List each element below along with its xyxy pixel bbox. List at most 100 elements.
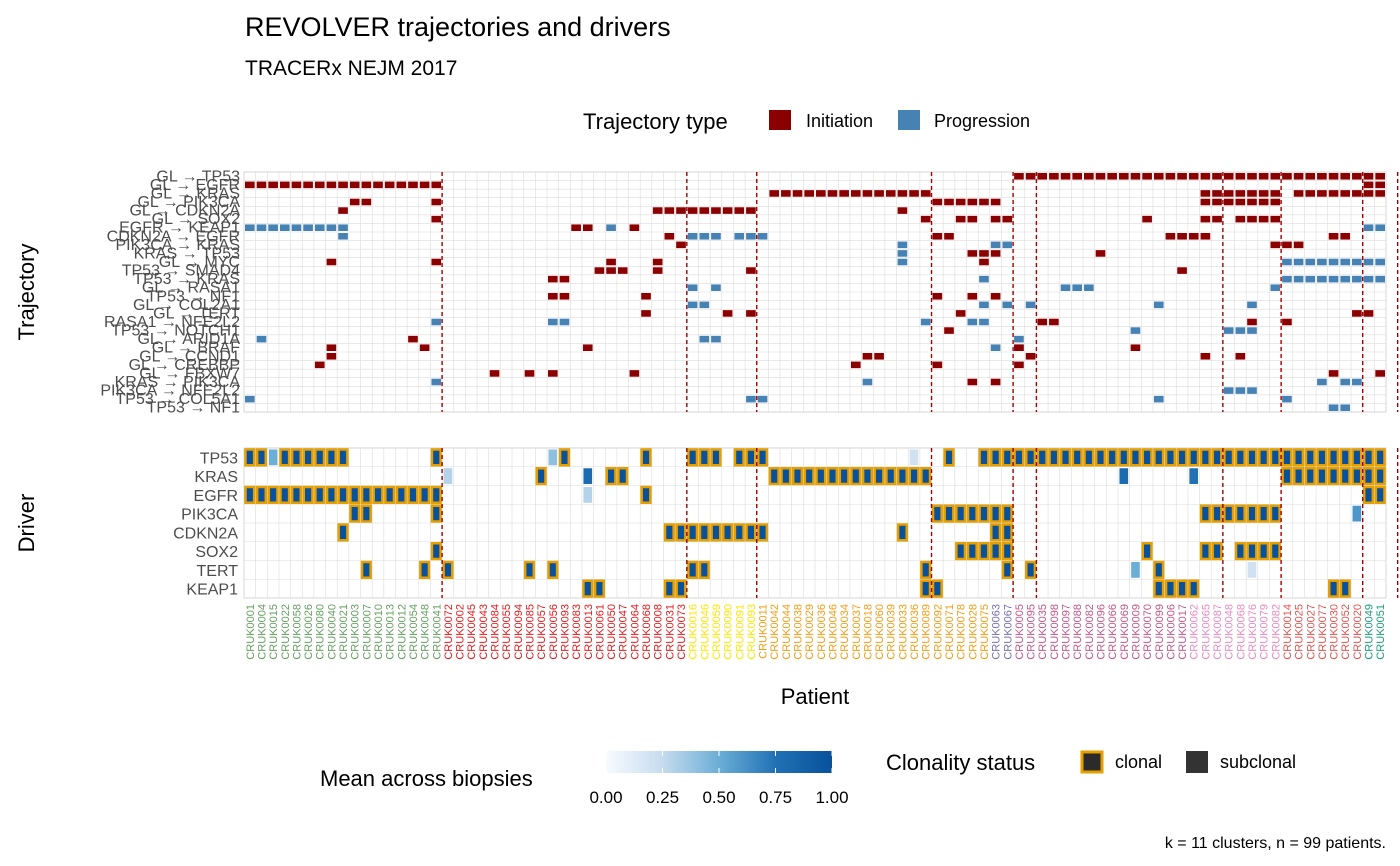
trajectory-cell (1212, 215, 1222, 223)
patient-label: CRUK0028 (967, 604, 979, 660)
patient-label: CRUK0047 (618, 604, 630, 660)
driver-cell-clonal (1351, 448, 1363, 467)
trajectory-cell (606, 224, 616, 231)
patient-label: CRUK0073 (676, 604, 688, 660)
trajectory-cell (1375, 275, 1385, 283)
patient-label: CRUK0075 (979, 604, 991, 660)
trajectory-cell (1328, 275, 1339, 283)
trajectory-cell (256, 224, 267, 231)
trajectory-cell (1235, 190, 1246, 197)
trajectory-cell (699, 301, 710, 309)
driver-cell-clonal (640, 485, 652, 504)
trajectory-cell (338, 181, 348, 189)
trajectory-cell (897, 258, 908, 266)
trajectory-cell (326, 344, 337, 351)
driver-cell-clonal (325, 485, 337, 504)
patient-label: CRUK0045 (466, 604, 478, 660)
trajectory-cell (1282, 173, 1292, 180)
trajectory-cell (699, 233, 710, 240)
driver-cell-clonal (1001, 560, 1013, 579)
patient-label: CRUK0059 (711, 604, 723, 660)
patient-label: CRUK0044 (781, 604, 793, 660)
driver-cell-clonal (1269, 448, 1281, 467)
driver-cell-subclonal (1247, 562, 1257, 578)
trajectory-cell (431, 215, 442, 223)
patient-label: CRUK0020 (1352, 604, 1364, 660)
trajectory-cell (1328, 173, 1339, 180)
trajectory-cell (606, 258, 616, 266)
trajectory-cell (781, 190, 791, 197)
trajectory-cell (874, 190, 884, 197)
patient-label: CRUK0013 (385, 604, 397, 660)
trajectory-cell (920, 318, 931, 326)
patient-label: CRUK0046 (699, 604, 711, 660)
trajectory-cell (1258, 173, 1269, 180)
driver-cell-clonal (1374, 485, 1386, 504)
driver-cell-clonal (733, 448, 745, 467)
trajectory-cell (1212, 190, 1222, 197)
patient-label: CRUK0039 (886, 604, 898, 660)
driver-cell-clonal (1071, 448, 1083, 467)
driver-cell-clonal (325, 448, 337, 467)
driver-cell-clonal (442, 560, 454, 579)
clonality-legend-title: Clonality status (886, 750, 1035, 775)
trajectory-cell (967, 250, 978, 257)
trajectory-cell (932, 198, 943, 206)
driver-cell-clonal (1374, 467, 1386, 486)
trajectory-label: TP53 → KRAS (133, 271, 240, 288)
trajectory-label: CDKN2A → EGFR (107, 228, 240, 245)
trajectory-cell (431, 378, 442, 386)
patient-label: CRUK0066 (1107, 604, 1119, 660)
driver-cell-clonal (244, 485, 256, 504)
patient-label: CRUK0051 (1375, 604, 1387, 660)
trajectory-cell (1375, 181, 1385, 189)
trajectory-cell (373, 181, 383, 189)
colorbar-legend: Mean across biopsies 0.00 0.25 0.50 0.75 1.0… (320, 751, 849, 807)
driver-cell-clonal (279, 485, 291, 504)
trajectory-cell (1270, 190, 1281, 197)
trajectory-cell (1317, 258, 1327, 266)
chart-subtitle: TRACERx NEJM 2017 (245, 57, 457, 80)
patient-label: CRUK0067 (1002, 604, 1014, 660)
driver-cell-clonal (430, 485, 442, 504)
driver-cell-clonal (430, 448, 442, 467)
trajectory-label: GL → PIK3CA (137, 194, 240, 211)
driver-cell-clonal (1048, 448, 1060, 467)
trajectory-cell (897, 207, 908, 214)
trajectory-cell (1282, 318, 1292, 326)
driver-cell-clonal (896, 467, 908, 486)
driver-cell-clonal (360, 504, 372, 523)
driver-cell-clonal (1001, 448, 1013, 467)
driver-cell-clonal (1258, 504, 1270, 523)
driver-cell-clonal (1293, 448, 1305, 467)
driver-cell-clonal (1199, 542, 1211, 561)
driver-cell-clonal (1025, 560, 1037, 579)
patient-label: CRUK0088 (1072, 604, 1084, 660)
driver-cell-subclonal (1352, 505, 1362, 522)
trajectory-label: RASA1 → NFE2L2 (104, 314, 240, 331)
driver-cell-clonal (547, 560, 559, 579)
trajectory-cell (1258, 198, 1269, 206)
driver-cell-clonal (850, 467, 862, 486)
driver-cell-clonal (1083, 448, 1095, 467)
trajectory-cell (944, 198, 954, 206)
trajectory-cell (1247, 318, 1257, 326)
trajectory-cell (629, 224, 640, 231)
driver-cell-clonal (1269, 504, 1281, 523)
driver-cell-clonal (885, 467, 897, 486)
patient-label: CRUK0061 (594, 604, 606, 660)
trajectory-cell (1002, 215, 1013, 223)
trajectory-cell (1188, 173, 1199, 180)
trajectory-cell (1130, 173, 1141, 180)
trajectory-cell (1328, 404, 1339, 411)
driver-cell-clonal (780, 467, 792, 486)
trajectory-cell (792, 190, 803, 197)
trajectory-cell (1165, 173, 1176, 180)
trajectory-cell (711, 284, 721, 291)
trajectory-cell (1165, 233, 1176, 240)
trajectory-cell (1317, 173, 1327, 180)
trajectory-cell (396, 181, 407, 189)
trajectory-cell (955, 198, 966, 206)
patient-label: CRUK0054 (408, 604, 420, 660)
driver-cell-clonal (1234, 542, 1246, 561)
